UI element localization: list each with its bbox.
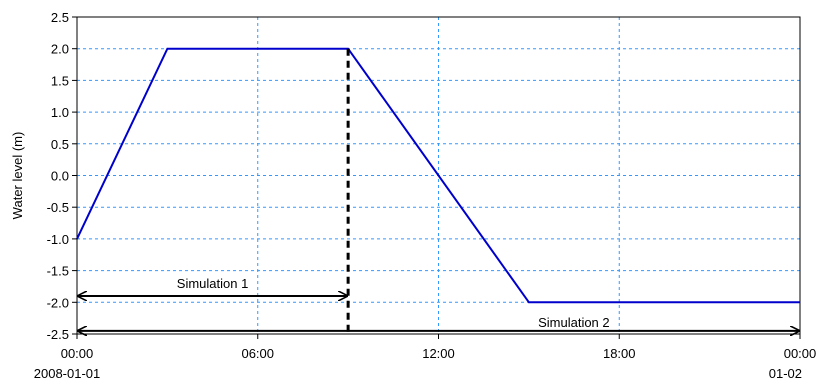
- y-tick-label: -2.0: [47, 295, 69, 310]
- y-axis-ticks: -2.5 -2.0 -1.5 -1.0 -0.5 0.0 0.5 1.0 1.5 2.0 2.5: [47, 10, 77, 342]
- y-tick-label: -2.5: [47, 327, 69, 342]
- annotation-layer: Simulation 1 Simulation 2: [78, 48, 799, 334]
- y-tick-label: -1.5: [47, 264, 69, 279]
- y-tick-label: 0.5: [51, 137, 69, 152]
- x-tick-label: 12:00: [422, 346, 455, 361]
- x-tick-label: 00:00: [784, 346, 817, 361]
- y-tick-label: -0.5: [47, 200, 69, 215]
- x-axis-ticks: 00:00 2008-01-01 06:00 12:00 18:00 00:00 01-02: [34, 334, 817, 381]
- x-tick-label: 18:00: [603, 346, 636, 361]
- y-tick-label: 0.0: [51, 169, 69, 184]
- x-tick-label: 00:00: [61, 346, 94, 361]
- x-tick-date-label: 01-02: [769, 366, 802, 381]
- annotation-label: Simulation 1: [177, 276, 249, 291]
- x-tick-date-label: 2008-01-01: [34, 366, 101, 381]
- y-tick-label: 2.5: [51, 10, 69, 25]
- y-axis-label: Water level (m): [10, 132, 25, 220]
- y-tick-label: -1.0: [47, 232, 69, 247]
- y-tick-label: 2.0: [51, 42, 69, 57]
- y-tick-label: 1.0: [51, 105, 69, 120]
- x-tick-label: 06:00: [241, 346, 274, 361]
- y-tick-label: 1.5: [51, 73, 69, 88]
- annotation-label: Simulation 2: [538, 315, 610, 330]
